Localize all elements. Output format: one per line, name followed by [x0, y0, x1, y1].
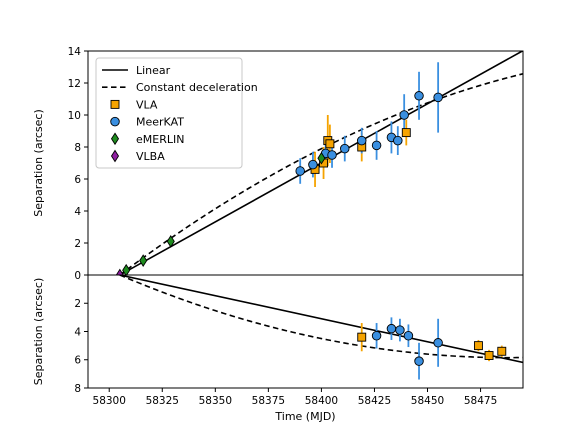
x-tick-label: 58300 — [93, 395, 126, 407]
y-tick-label: 2 — [74, 298, 81, 310]
data-point-meerkat — [371, 330, 382, 341]
x-tick-label: 58475 — [464, 395, 497, 407]
y-tick-label: 12 — [68, 78, 81, 90]
decel-fit-curve — [119, 275, 523, 359]
y-axis-label: Separation (arcsec) — [32, 278, 45, 386]
data-point-vla — [325, 139, 335, 149]
legend-emerlin-swatch — [110, 132, 120, 146]
legend-meerkat-swatch — [110, 116, 120, 127]
y-tick-label: 8 — [74, 142, 81, 154]
panel-1-fits — [119, 275, 523, 364]
legend-entry: eMERLIN — [110, 132, 184, 146]
x-axis-label: Time (MJD) — [274, 410, 335, 423]
legend-entry: VLA — [110, 98, 158, 111]
data-point-meerkat — [403, 330, 414, 341]
y-tick-label: 8 — [74, 383, 81, 395]
data-point-meerkat — [433, 338, 443, 348]
data-point-meerkat — [356, 135, 367, 146]
data-point-meerkat — [295, 166, 305, 176]
data-point-meerkat — [393, 135, 403, 146]
legend-entry: Constant deceleration — [102, 81, 258, 94]
data-point-meerkat — [433, 92, 443, 103]
data-point-emerlin — [166, 235, 175, 248]
data-point-vla — [484, 351, 494, 360]
legend-entry: VLBA — [110, 149, 165, 163]
legend-vlba-swatch — [110, 149, 120, 163]
x-tick-label: 58350 — [199, 395, 232, 407]
legend-vla-swatch — [110, 99, 120, 109]
y-tick-label: 4 — [74, 326, 81, 338]
data-point-meerkat — [414, 91, 424, 101]
legend-label: VLBA — [136, 150, 165, 163]
legend-label: Linear — [136, 64, 171, 77]
y-tick-label: 0 — [74, 270, 81, 282]
legend-label: Constant deceleration — [136, 81, 258, 94]
legend-label: eMERLIN — [136, 133, 184, 146]
x-tick-label: 58325 — [146, 395, 179, 407]
y-tick-label: 14 — [68, 46, 82, 58]
legend-label: MeerKAT — [136, 116, 184, 129]
data-point-meerkat — [327, 150, 337, 160]
data-point-meerkat — [399, 110, 409, 120]
data-point-vla — [473, 341, 483, 351]
data-point-meerkat — [308, 159, 318, 170]
panel-0-errorbars — [299, 62, 440, 187]
data-point-vla — [357, 332, 367, 342]
x-tick-label: 58375 — [252, 395, 285, 407]
x-tick-label: 58425 — [358, 395, 391, 407]
data-point-meerkat — [371, 140, 382, 151]
data-point-vla — [497, 346, 507, 356]
data-point-meerkat — [340, 143, 350, 154]
data-point-meerkat — [395, 325, 405, 335]
decel-fit-curve — [119, 72, 523, 275]
panel-1-points — [357, 323, 507, 366]
panel-0-points — [115, 91, 443, 275]
y-tick-label: 6 — [74, 355, 81, 367]
y-axis-label: Separation (arcsec) — [32, 109, 45, 217]
linear-fit-line — [119, 275, 523, 364]
x-tick-label: 58450 — [411, 395, 444, 407]
y-tick-label: 4 — [74, 206, 81, 218]
legend-box — [95, 57, 243, 169]
legend-label: VLA — [136, 98, 158, 111]
y-tick-label: 2 — [74, 238, 81, 250]
data-point-emerlin — [139, 254, 148, 267]
data-point-emerlin — [122, 263, 131, 275]
y-tick-label: 6 — [74, 174, 81, 186]
data-point-meerkat — [386, 323, 397, 334]
data-point-meerkat — [414, 356, 424, 366]
data-point-emerlin — [317, 151, 326, 165]
axes-frame — [87, 50, 524, 389]
legend-entry: Linear — [102, 64, 171, 77]
x-tick-label: 58400 — [305, 395, 338, 407]
data-point-vlba — [115, 268, 124, 275]
legend-entry: MeerKAT — [110, 116, 184, 129]
y-tick-label: 10 — [68, 110, 81, 122]
data-point-vla — [401, 128, 411, 138]
